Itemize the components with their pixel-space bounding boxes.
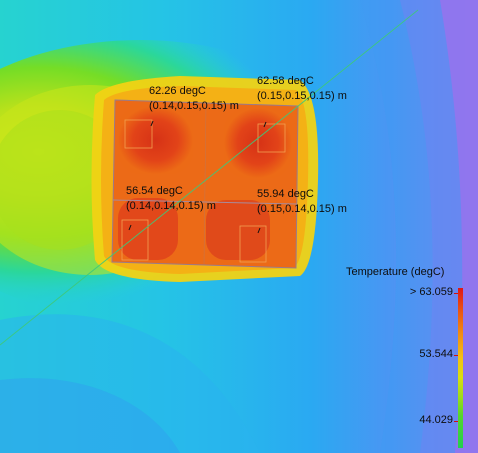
probe-value: 56.54 degC: [126, 185, 183, 197]
probe-marker: [257, 227, 261, 234]
section-line: [0, 9, 419, 346]
chip-outline: [121, 219, 149, 261]
chip-outline: [239, 225, 267, 263]
probe-marker: [150, 120, 154, 127]
probe-marker: [128, 224, 132, 231]
legend-tick: [454, 355, 458, 356]
component-outline: [111, 99, 299, 269]
probe-label-1: 62.26 degC (0.14,0.15,0.15) m: [149, 84, 239, 114]
chip-outline: [124, 119, 153, 149]
probe-value: 62.58 degC: [257, 75, 314, 87]
legend-tick: [454, 421, 458, 422]
hot-spot-top-left: [118, 106, 193, 174]
probe-value: 55.94 degC: [257, 188, 314, 200]
probe-label-2: 62.58 degC (0.15,0.15,0.15) m: [257, 74, 347, 104]
probe-coords: (0.14,0.15,0.15) m: [149, 100, 239, 112]
legend-tick: [454, 293, 458, 294]
probe-marker: [263, 121, 267, 128]
legend-mid-label: 53.544: [419, 348, 453, 360]
probe-label-4: 55.94 degC (0.15,0.14,0.15) m: [257, 187, 347, 217]
probe-coords: (0.14,0.14,0.15) m: [126, 200, 216, 212]
legend-title: Temperature (degC): [346, 266, 445, 278]
probe-label-3: 56.54 degC (0.14,0.14,0.15) m: [126, 184, 216, 214]
temperature-legend: Temperature (degC) > 63.059 53.544 44.02…: [346, 266, 471, 450]
legend-max-label: > 63.059: [409, 286, 453, 298]
probe-coords: (0.15,0.15,0.15) m: [257, 90, 347, 102]
legend-color-bar: [458, 288, 463, 448]
block-split-line: [203, 102, 207, 266]
isotherm-band: [440, 0, 478, 453]
isotherm-band: [0, 378, 180, 453]
legend-low-label: 44.029: [419, 414, 453, 426]
probe-value: 62.26 degC: [149, 85, 206, 97]
probe-coords: (0.15,0.14,0.15) m: [257, 203, 347, 215]
hot-spot-bottom-right: [206, 200, 270, 260]
